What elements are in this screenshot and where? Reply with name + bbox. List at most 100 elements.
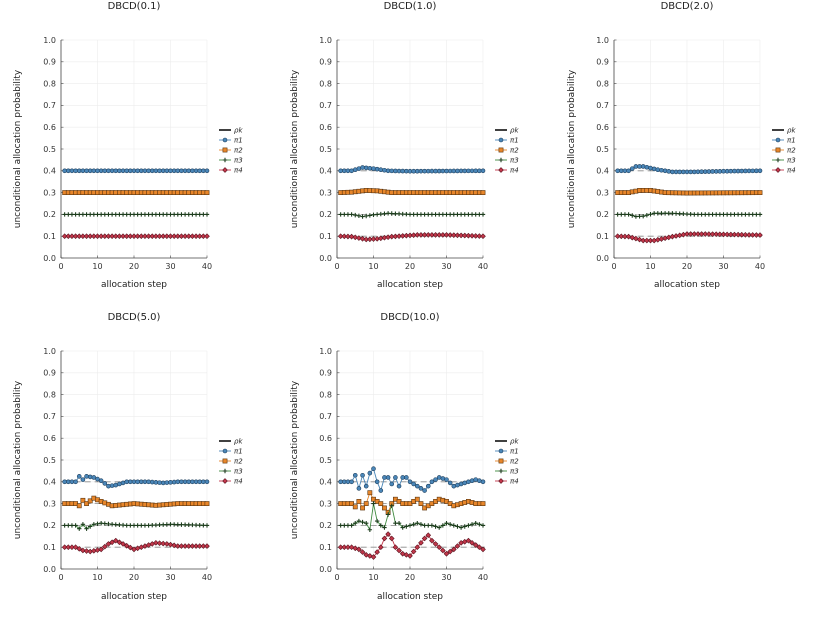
- legend-entry: π2: [234, 458, 243, 466]
- data-point: [454, 543, 461, 549]
- y-tick-label: 0.3: [43, 188, 56, 197]
- panel-dbcd-10-0: DBCD(10.0) unconditional allocation prob…: [290, 312, 519, 602]
- data-point: [640, 164, 646, 169]
- data-point: [88, 524, 93, 529]
- y-tick-label: 1.0: [596, 36, 609, 45]
- data-point: [356, 486, 362, 491]
- data-point: [629, 166, 635, 171]
- y-tick-label: 0.7: [319, 101, 332, 110]
- data-point: [469, 232, 475, 239]
- y-tick-label: 1.0: [319, 36, 332, 45]
- data-point: [105, 233, 112, 240]
- data-point: [178, 543, 185, 549]
- data-point: [407, 553, 413, 559]
- y-tick-label: 0.6: [319, 123, 332, 132]
- data-point: [87, 474, 93, 480]
- y-tick-label: 0.9: [319, 58, 332, 67]
- legend-swatch-marker: [775, 167, 781, 173]
- data-point: [371, 466, 376, 472]
- y-axis-label: unconditional allocation probability: [13, 69, 23, 228]
- y-tick-label: 1.0: [43, 347, 56, 356]
- y-axis-label: unconditional allocation probability: [290, 69, 300, 228]
- data-point: [720, 231, 727, 238]
- data-point: [684, 231, 690, 237]
- data-point: [418, 486, 424, 491]
- x-tick-label: 20: [405, 573, 415, 582]
- legend-swatch-marker: [498, 147, 504, 153]
- data-point: [80, 477, 86, 482]
- x-tick-label: 20: [682, 262, 692, 271]
- data-point: [142, 233, 148, 240]
- panel-title: DBCD(2.0): [661, 1, 714, 12]
- data-point: [341, 544, 348, 551]
- data-point: [61, 233, 68, 240]
- data-point: [381, 535, 388, 542]
- legend-entry: ρk: [234, 127, 243, 135]
- legend-entry: π1: [234, 137, 243, 145]
- x-tick-label: 20: [129, 262, 139, 271]
- data-point: [91, 475, 97, 480]
- panel-title: DBCD(10.0): [380, 312, 439, 323]
- y-tick-label: 0.6: [43, 123, 56, 132]
- data-point: [407, 523, 413, 528]
- data-point: [396, 521, 402, 526]
- data-point: [461, 232, 468, 239]
- data-point: [436, 232, 443, 238]
- y-tick-label: 0.8: [43, 390, 56, 399]
- data-point: [76, 233, 83, 240]
- data-point: [407, 479, 413, 485]
- data-point: [472, 233, 479, 239]
- data-point: [123, 233, 130, 240]
- data-point: [648, 212, 653, 217]
- data-point: [193, 233, 199, 240]
- y-tick-label: 0.5: [43, 456, 56, 465]
- y-tick-label: 0.9: [43, 369, 56, 378]
- data-point: [389, 503, 394, 508]
- data-point: [644, 164, 650, 170]
- data-point: [713, 231, 720, 238]
- legend-swatch-marker: [222, 147, 228, 153]
- data-point: [727, 231, 734, 238]
- y-tick-label: 0.4: [43, 167, 56, 176]
- data-point: [385, 512, 391, 517]
- legend-swatch-marker: [498, 478, 504, 484]
- legend-swatch-marker: [222, 157, 228, 163]
- y-tick-label: 0.4: [596, 167, 609, 176]
- data-point: [447, 548, 453, 555]
- data-point: [356, 518, 362, 524]
- data-point: [76, 503, 82, 509]
- data-point: [432, 541, 439, 547]
- x-tick-label: 0: [58, 262, 63, 271]
- data-point: [127, 233, 134, 240]
- legend-swatch-marker: [222, 448, 228, 454]
- data-point: [466, 523, 471, 528]
- data-point: [735, 231, 741, 238]
- data-point: [410, 548, 417, 555]
- data-point: [134, 233, 141, 240]
- data-point: [440, 547, 446, 554]
- x-tick-label: 30: [441, 262, 451, 271]
- data-point: [80, 497, 86, 503]
- data-point: [477, 522, 482, 527]
- data-point: [204, 168, 210, 174]
- data-point: [65, 233, 72, 240]
- data-point: [360, 519, 365, 525]
- data-point: [204, 190, 210, 195]
- data-point: [447, 232, 453, 238]
- data-point: [385, 531, 391, 537]
- x-tick-label: 40: [478, 573, 488, 582]
- data-point: [450, 232, 457, 238]
- legend-entry: π2: [234, 147, 243, 155]
- data-point: [116, 539, 123, 546]
- data-point: [363, 501, 369, 506]
- data-point: [440, 523, 446, 528]
- data-point: [382, 525, 387, 530]
- data-point: [174, 543, 181, 549]
- data-point: [156, 540, 163, 547]
- legend-entry: π4: [234, 167, 243, 175]
- data-point: [382, 505, 387, 511]
- data-point: [724, 231, 730, 238]
- y-tick-label: 0.3: [319, 499, 332, 508]
- legend-entry: π4: [234, 478, 243, 486]
- data-point: [164, 541, 170, 547]
